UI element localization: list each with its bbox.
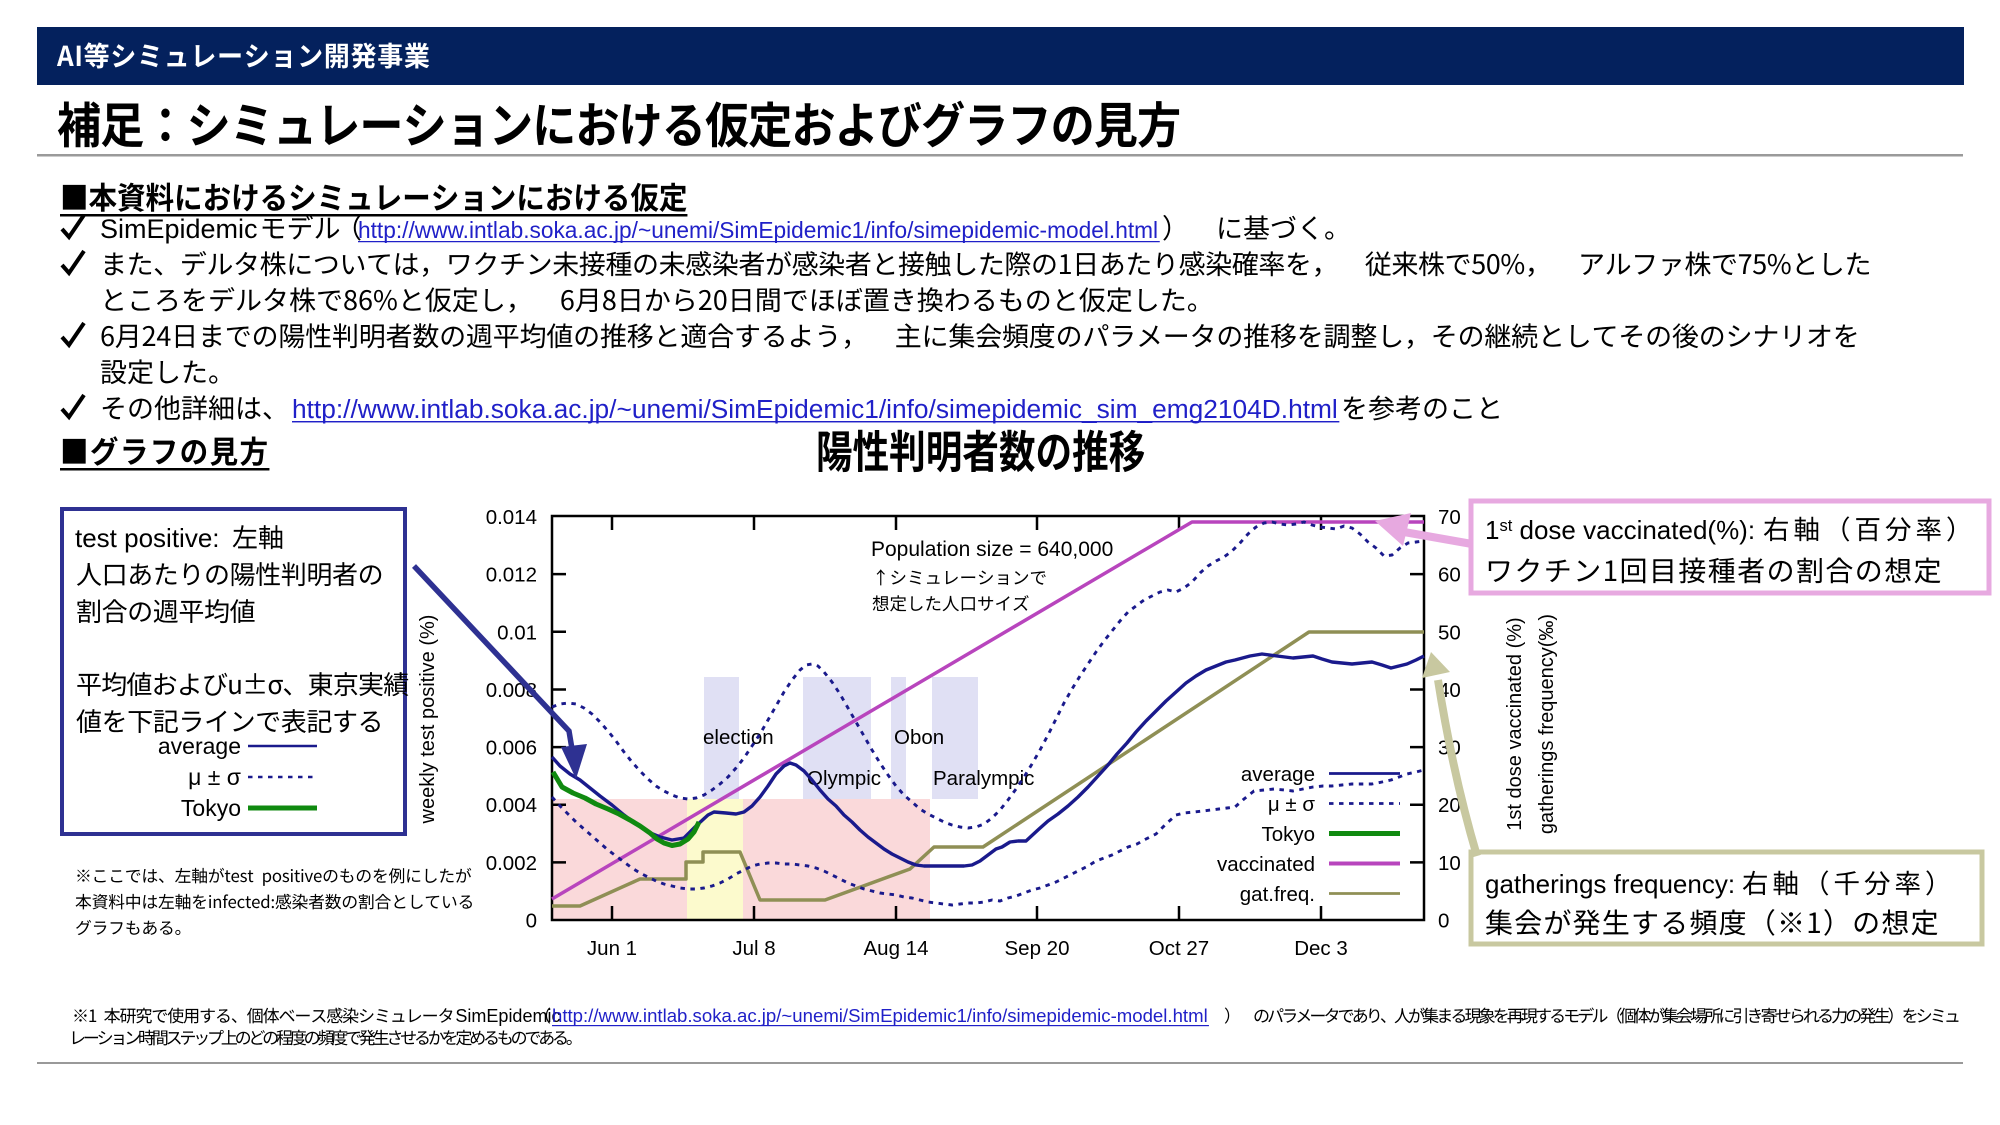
svg-text:0.012: 0.012	[486, 564, 537, 587]
svg-text:Jun 1: Jun 1	[587, 937, 637, 960]
svg-text:70: 70	[1438, 506, 1461, 529]
svg-text:gatherings frequency:: gatherings frequency:	[1485, 869, 1735, 899]
svg-text:0.006: 0.006	[486, 737, 537, 760]
svg-text:weekly test positive (%): weekly test positive (%)	[417, 615, 439, 825]
svg-text:election: election	[703, 726, 774, 749]
svg-text:gatherings frequency(‰): gatherings frequency(‰)	[1536, 614, 1558, 834]
svg-text:20: 20	[1438, 794, 1461, 817]
svg-text:Tokyo: Tokyo	[1261, 823, 1315, 846]
svg-text:10: 10	[1438, 852, 1461, 875]
svg-text:gat.freq.: gat.freq.	[1240, 883, 1315, 906]
svg-text:Dec 3: Dec 3	[1294, 937, 1348, 960]
svg-text:SimEpidemic: SimEpidemic	[100, 214, 258, 244]
svg-text:0.002: 0.002	[486, 852, 537, 875]
svg-text:average: average	[1241, 763, 1315, 786]
svg-text:μ ± σ: μ ± σ	[1268, 793, 1315, 816]
svg-text:Population size = 640,000: Population size = 640,000	[871, 538, 1113, 561]
svg-text:μ ± σ: μ ± σ	[188, 764, 241, 790]
svg-text:0.004: 0.004	[486, 794, 537, 817]
svg-text:average: average	[158, 733, 241, 759]
svg-text:1: 1	[1485, 515, 1499, 545]
svg-text:Paralympic: Paralympic	[933, 767, 1034, 790]
svg-text:0.01: 0.01	[497, 621, 537, 644]
svg-text:Olympic: Olympic	[807, 767, 881, 790]
svg-text:test positive:: test positive:	[75, 523, 220, 553]
svg-text:http://www.intlab.soka.ac.jp/~: http://www.intlab.soka.ac.jp/~unemi/SimE…	[292, 394, 1338, 424]
svg-text:Oct 27: Oct 27	[1149, 937, 1209, 960]
svg-text:http://www.intlab.soka.ac.jp/~: http://www.intlab.soka.ac.jp/~unemi/SimE…	[358, 217, 1158, 243]
svg-text:Tokyo: Tokyo	[181, 795, 241, 821]
svg-text:st: st	[1499, 517, 1512, 535]
svg-text:Jul 8: Jul 8	[732, 937, 775, 960]
svg-text:Sep 20: Sep 20	[1005, 937, 1070, 960]
svg-text:vaccinated: vaccinated	[1217, 853, 1315, 876]
svg-text:50: 50	[1438, 621, 1461, 644]
svg-text:Obon: Obon	[894, 726, 944, 749]
svg-text:0.014: 0.014	[486, 506, 537, 529]
svg-text:http://www.intlab.soka.ac.jp/~: http://www.intlab.soka.ac.jp/~unemi/SimE…	[552, 1005, 1208, 1026]
svg-text:0: 0	[1438, 910, 1449, 933]
svg-text:1st dose vaccinated (%): 1st dose vaccinated (%)	[1504, 617, 1526, 830]
svg-text:Aug 14: Aug 14	[864, 937, 929, 960]
svg-text:0: 0	[526, 910, 537, 933]
svg-text:dose vaccinated(%):: dose vaccinated(%):	[1512, 515, 1755, 545]
svg-text:60: 60	[1438, 564, 1461, 587]
svg-text:SimEpidemic: SimEpidemic	[455, 1006, 560, 1026]
